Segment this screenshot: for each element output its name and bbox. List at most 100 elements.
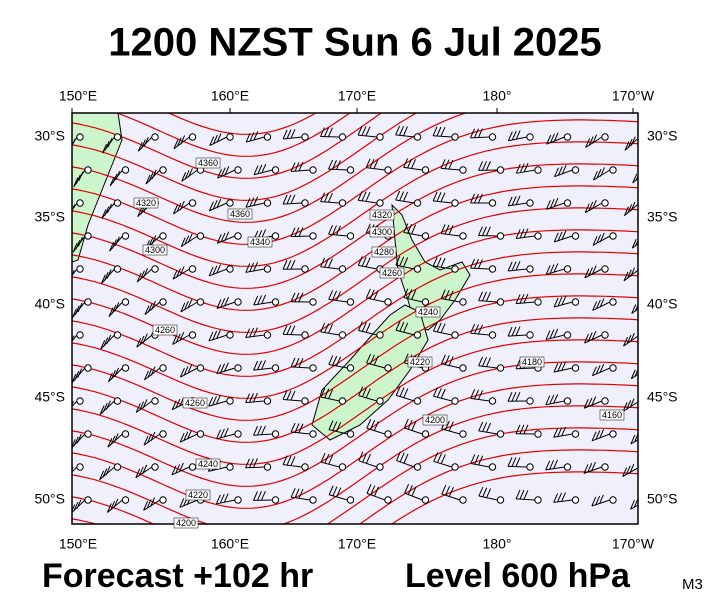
barb-feather [523, 490, 529, 500]
barb-feather [592, 134, 598, 144]
barb-staff [395, 264, 415, 270]
barb-staff [72, 334, 78, 342]
barb-feather [549, 198, 555, 209]
barb-staff [516, 235, 536, 239]
barb-feather [482, 161, 487, 171]
barb-feather [519, 424, 525, 435]
barb-feather [298, 423, 304, 433]
wind-barb [357, 191, 384, 207]
barb-feather [106, 334, 112, 345]
barb-feather [511, 261, 517, 271]
barb-staff [441, 298, 461, 303]
station [76, 133, 84, 141]
station [571, 430, 580, 438]
barb-staff [291, 169, 311, 173]
barb-feather [290, 259, 296, 270]
barb-feather [257, 425, 262, 436]
barb-feather [135, 403, 141, 413]
barb-staff [622, 467, 638, 478]
barb-feather [100, 339, 106, 350]
barb-staff [72, 466, 78, 473]
barb-feather [515, 457, 521, 467]
barb-feather [106, 503, 112, 513]
station [571, 232, 580, 240]
barb-feather [523, 228, 529, 238]
wind-barb [584, 265, 609, 279]
barb-feather [444, 290, 450, 300]
barb-feather [332, 421, 338, 431]
station [496, 364, 505, 372]
station [526, 331, 534, 339]
station [338, 331, 347, 339]
station [563, 331, 572, 339]
barb-staff [545, 334, 565, 341]
station [459, 232, 467, 240]
barb-staff [209, 136, 228, 147]
wind-barb [72, 331, 84, 342]
barb-staff [508, 268, 528, 272]
barb-feather [180, 237, 186, 247]
barb-feather [433, 452, 439, 462]
barb-feather [403, 257, 409, 267]
barb-staff [216, 301, 236, 309]
barb-staff [283, 464, 303, 468]
barb-staff [470, 462, 490, 468]
barb-feather [545, 395, 551, 405]
barb-feather [470, 454, 476, 464]
barb-feather [290, 227, 296, 237]
wind-barb [470, 128, 497, 141]
wind-barb [290, 487, 317, 504]
wind-barb [72, 133, 84, 148]
barb-staff [328, 168, 348, 171]
barb-staff [546, 202, 565, 210]
barb-staff [328, 233, 348, 237]
barb-feather [327, 192, 333, 203]
barb-feather [114, 236, 120, 246]
wind-barb [507, 457, 534, 471]
barb-feather [369, 289, 375, 299]
barb-feather [253, 295, 259, 306]
longitude-label: 180° [483, 88, 512, 104]
barb-feather [328, 290, 334, 300]
wind-barb [171, 462, 197, 476]
contour-line [72, 163, 638, 289]
barb-feather [591, 330, 597, 341]
station [526, 397, 534, 405]
barb-feather [557, 166, 563, 176]
barb-feather [448, 290, 454, 301]
wind-barb [358, 386, 384, 405]
wind-barb [403, 288, 430, 306]
station [226, 133, 234, 141]
station [376, 199, 384, 207]
barb-staff [591, 499, 611, 507]
barb-staff [366, 427, 386, 435]
wind-barb [440, 354, 467, 372]
barb-feather [637, 374, 638, 375]
wind-barb [507, 326, 534, 339]
contour-line [72, 361, 638, 487]
station [226, 331, 234, 339]
wind-barb [433, 452, 459, 471]
barb-feather [102, 402, 108, 413]
wind-barb [143, 496, 167, 511]
barb-staff [403, 297, 423, 303]
barb-staff [478, 365, 498, 369]
barb-feather [320, 192, 325, 202]
barb-feather [179, 433, 185, 443]
wind-barb [515, 489, 542, 504]
barb-feather [72, 138, 76, 148]
barb-feather [361, 191, 367, 201]
barb-staff [320, 331, 340, 336]
barb-feather [72, 308, 77, 318]
barb-feather [485, 161, 491, 171]
wind-barb [470, 193, 497, 207]
barb-feather [639, 235, 643, 244]
barb-feather [583, 464, 589, 474]
barb-feather [549, 329, 555, 339]
barb-feather [113, 498, 119, 509]
barb-staff [584, 202, 603, 214]
barb-feather [183, 366, 189, 376]
wind-barb [245, 327, 272, 339]
station [384, 430, 392, 438]
barb-feather [172, 270, 178, 280]
